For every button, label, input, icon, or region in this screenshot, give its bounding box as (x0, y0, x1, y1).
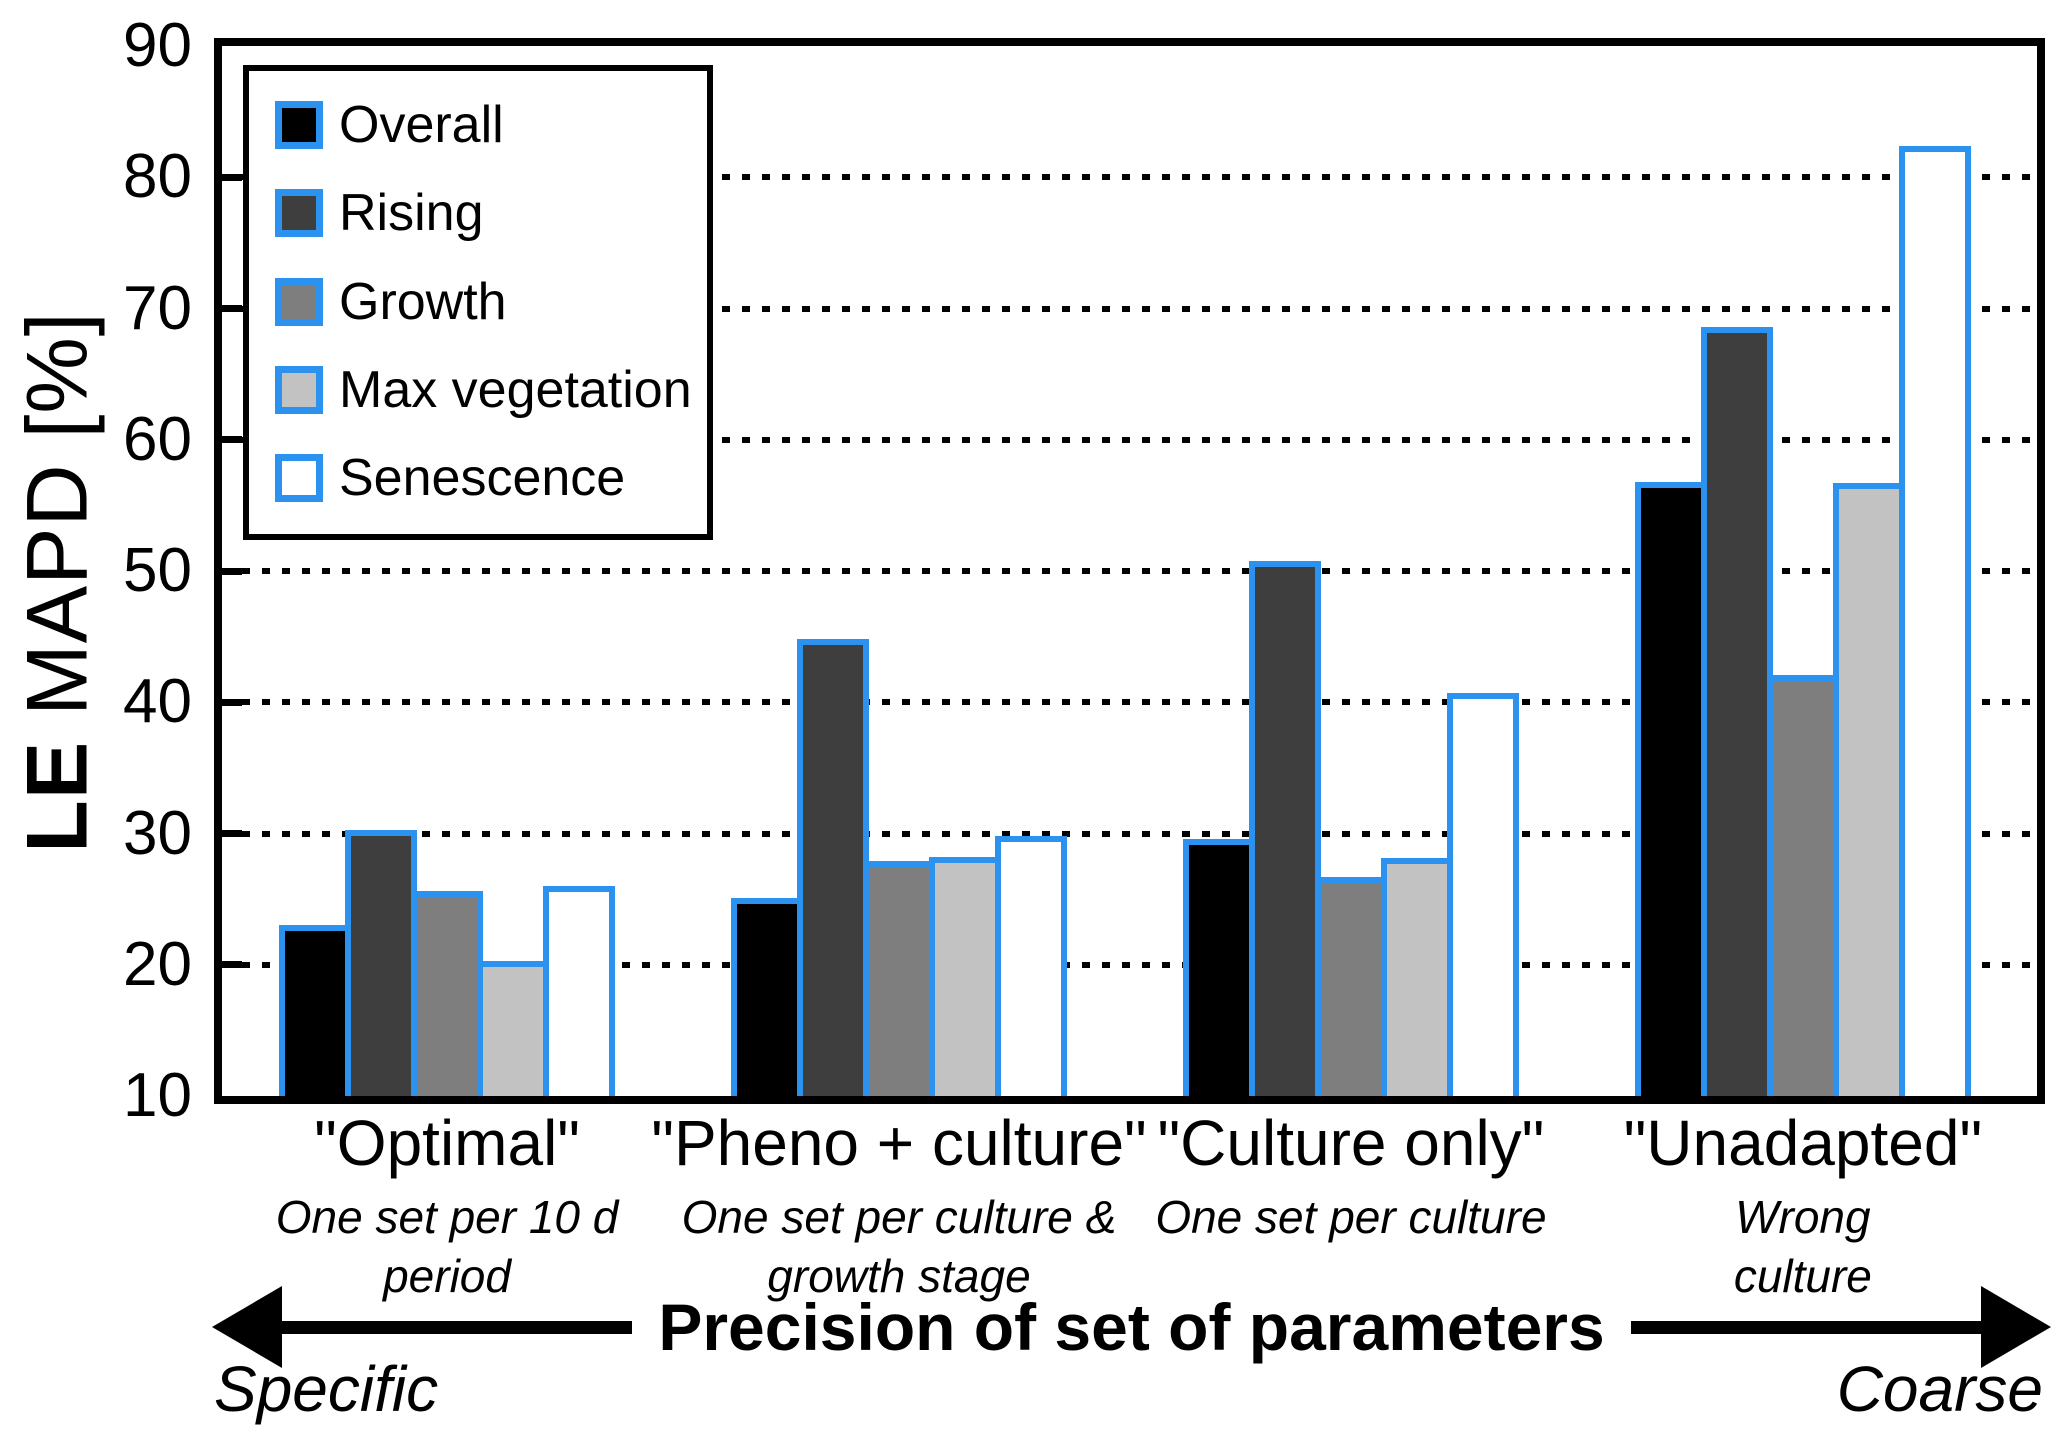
legend-label-rising: Rising (339, 184, 484, 243)
bar-overall-unadapted (1634, 481, 1707, 1096)
bar-max-vegetation-optimal (477, 960, 550, 1096)
bar-rising-unadapted (1700, 326, 1773, 1096)
legend-swatch-rising-icon (275, 189, 323, 238)
bar-senescence-culture-only (1446, 693, 1519, 1096)
y-tick-label-50: 50 (123, 536, 192, 605)
bar-growth-culture-only (1314, 876, 1387, 1096)
bar-max-vegetation-pheno-culture (928, 857, 1001, 1096)
legend-item-senescence: Senescence (275, 452, 697, 504)
legend-label-overall: Overall (339, 96, 504, 154)
y-tick-label-30: 30 (123, 798, 192, 868)
bar-senescence-optimal (543, 886, 616, 1096)
legend-label-growth: Growth (339, 272, 507, 331)
bar-rising-culture-only (1248, 560, 1321, 1096)
plot-area: Overall Rising Growth Max vegetation Senesce… (214, 38, 2045, 1104)
y-tick-80 (222, 173, 242, 181)
x-category-sublabel-unadapted: Wrong culture (1733, 1191, 1872, 1302)
y-tick-label-60: 60 (123, 404, 192, 474)
legend-label-senescence: Senescence (339, 449, 626, 507)
bar-growth-optimal (411, 891, 484, 1096)
y-tick-label-10: 10 (123, 1061, 192, 1130)
y-tick-30 (222, 830, 242, 837)
plot-inner (222, 46, 2037, 1096)
specific-end-label: Specific (214, 1353, 439, 1425)
gridline-60 (222, 436, 2037, 443)
bar-rising-optimal (345, 829, 418, 1096)
precision-axis-title: Precision of set of parameters (658, 1290, 1605, 1364)
precision-axis-arrow: Precision of set of parameters (212, 1286, 2051, 1368)
gridline-70 (222, 305, 2037, 312)
bar-growth-pheno-culture (862, 861, 935, 1096)
legend-item-rising: Rising (275, 187, 697, 239)
arrow-line-right (1630, 1320, 1981, 1334)
legend-item-growth: Growth (275, 276, 697, 328)
x-category-label-optimal: "Optimal" (314, 1107, 581, 1179)
legend-item-max-vegetation: Max vegetation (275, 364, 697, 416)
bar-rising-pheno-culture (796, 639, 869, 1096)
legend-swatch-growth-icon (275, 277, 323, 326)
y-tick-label-80: 80 (123, 142, 192, 212)
y-tick-40 (222, 698, 242, 706)
legend-box: Overall Rising Growth Max vegetation Senesce… (243, 65, 713, 540)
y-tick-70 (222, 305, 242, 312)
x-category-label-unadapted: "Unadapted" (1623, 1107, 1983, 1179)
y-tick-label-70: 70 (123, 273, 192, 343)
bar-overall-pheno-culture (730, 897, 803, 1096)
gridline-30 (222, 830, 2037, 837)
coarse-end-label: Coarse (1836, 1353, 2043, 1425)
gridline-20 (222, 961, 2037, 968)
x-category-sublabel-culture-only: One set per culture (1155, 1191, 1547, 1243)
legend-swatch-senescence-icon (275, 454, 323, 502)
gridline-50 (222, 568, 2037, 574)
bar-max-vegetation-unadapted (1832, 483, 1905, 1096)
bar-growth-unadapted (1766, 674, 1839, 1096)
x-category-label-culture-only: "Culture only" (1157, 1107, 1545, 1179)
arrow-line-left (282, 1320, 633, 1334)
bar-overall-culture-only (1182, 838, 1255, 1096)
gridline-40 (222, 699, 2037, 706)
bar-senescence-unadapted (1898, 145, 1971, 1096)
y-tick-label-40: 40 (123, 667, 192, 737)
arrowhead-left-icon (212, 1286, 282, 1368)
y-tick-50 (222, 567, 242, 575)
bar-max-vegetation-culture-only (1380, 858, 1453, 1096)
bar-overall-optimal (279, 925, 352, 1096)
gridline-80 (222, 174, 2037, 181)
y-tick-label-90: 90 (123, 11, 192, 80)
y-tick-60 (222, 436, 242, 444)
bar-senescence-pheno-culture (994, 836, 1067, 1096)
y-tick-20 (222, 961, 242, 969)
legend-label-max-vegetation: Max vegetation (339, 360, 692, 419)
legend-item-overall: Overall (275, 99, 697, 151)
y-tick-label-20: 20 (123, 929, 192, 999)
x-category-label-pheno-culture: "Pheno + culture" (651, 1107, 1147, 1179)
legend-swatch-overall-icon (275, 101, 323, 149)
arrowhead-right-icon (1981, 1286, 2051, 1368)
x-category-sublabel-pheno-culture: One set per culture & growth stage (681, 1191, 1117, 1302)
x-category-sublabel-optimal: One set per 10 d period (275, 1191, 619, 1302)
legend-swatch-max-vegetation-icon (275, 365, 323, 414)
